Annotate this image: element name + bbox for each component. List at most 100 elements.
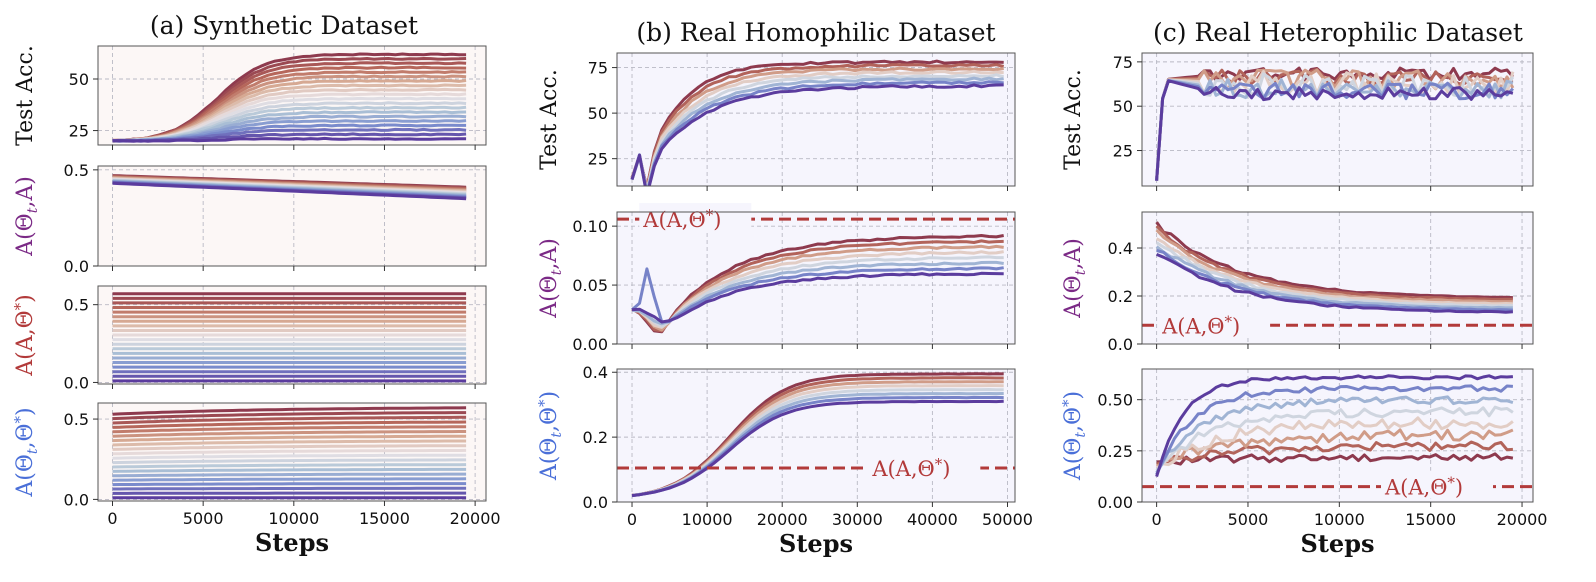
series-line xyxy=(1155,241,1513,308)
subplot-a-1: 0.0 0.5 A(Θt,A) xyxy=(13,161,487,276)
series-line xyxy=(631,250,1004,329)
subplot-a-2: 0.0 0.5 A(A,Θ*) xyxy=(11,285,487,392)
series-line xyxy=(630,83,1004,186)
x-tick-label: 0 xyxy=(627,510,637,529)
y-tick-label: 75 xyxy=(588,59,608,78)
y-axis-label: A(Θt,Θ*) xyxy=(535,391,565,481)
y-axis-label: A(Θt,Θ*) xyxy=(11,407,41,497)
series-line xyxy=(112,434,467,443)
series-line xyxy=(112,420,467,429)
series-line xyxy=(112,486,467,491)
series-line xyxy=(1155,374,1514,478)
series-line xyxy=(1155,228,1513,304)
series-line xyxy=(631,271,1004,324)
series-line xyxy=(630,69,1004,186)
axes-frame xyxy=(1141,368,1534,503)
series-line xyxy=(112,477,467,482)
series-line xyxy=(630,63,1005,186)
y-tick-label: 0.5 xyxy=(64,410,89,429)
series-line xyxy=(112,136,467,143)
x-axis-label: Steps xyxy=(779,529,853,558)
series-line xyxy=(112,458,467,465)
subplot-c-2: A(A,Θ*) 0 5000 10000 15000 20000 0.00 0.25 0.50 A… xyxy=(1059,368,1548,558)
series-line xyxy=(1156,253,1513,314)
x-tick-label: 10000 xyxy=(682,510,733,529)
subplot-c-1: A(A,Θ*) 0.0 0.2 0.4 A(Θt,A) xyxy=(1061,211,1534,354)
subplot-b-1: A(A,Θ*)0.000.050.10A(Θt,A) xyxy=(537,203,1016,354)
series-line xyxy=(112,439,467,447)
reference-label-bg xyxy=(1381,470,1494,499)
y-axis-label: Test Acc. xyxy=(13,45,38,146)
x-tick-label: 15000 xyxy=(359,509,410,528)
y-tick-label: 0.25 xyxy=(1097,442,1133,461)
reference-label: A(A,Θ*) xyxy=(871,455,950,481)
series-line xyxy=(1155,79,1514,181)
series-line xyxy=(1155,237,1513,306)
y-tick-label: 0.50 xyxy=(1097,391,1133,410)
x-tick-label: 15000 xyxy=(1405,510,1456,529)
series-line xyxy=(1155,416,1514,470)
chart-title: (a) Synthetic Dataset xyxy=(150,11,418,40)
series-line xyxy=(631,399,1004,498)
x-tick-label: 40000 xyxy=(907,510,958,529)
series-line xyxy=(1155,221,1513,300)
x-tick-label: 50000 xyxy=(982,510,1033,529)
y-tick-label: 0.0 xyxy=(1108,335,1133,354)
series-line xyxy=(1156,440,1513,466)
reference-label-bg xyxy=(639,203,752,232)
series-line xyxy=(630,80,1004,186)
x-tick-label: 5000 xyxy=(1228,510,1269,529)
axes-frame xyxy=(97,45,487,146)
y-tick-label: 0.5 xyxy=(64,296,89,315)
y-tick-label: 0.00 xyxy=(572,335,608,354)
series-line xyxy=(630,76,1004,186)
series-line xyxy=(112,448,467,456)
series-line xyxy=(1155,224,1513,301)
y-tick-label: 50 xyxy=(1113,97,1133,116)
chart-title: (b) Real Homophilic Dataset xyxy=(636,18,995,47)
reference-label: A(A,Θ*) xyxy=(1161,312,1240,338)
series-line xyxy=(112,463,467,469)
series-line xyxy=(112,453,467,460)
series-line xyxy=(1155,405,1514,472)
y-axis-label: Test Acc. xyxy=(1061,69,1086,170)
series-line xyxy=(1155,384,1514,476)
y-axis-label: Test Acc. xyxy=(537,69,562,170)
chart-title: (c) Real Heterophilic Dataset xyxy=(1153,18,1523,47)
series-line xyxy=(112,425,467,434)
axes-frame xyxy=(1141,52,1534,187)
x-tick-label: 20000 xyxy=(1497,510,1548,529)
axes-frame xyxy=(97,165,487,267)
axes-frame xyxy=(616,368,1016,503)
series-line xyxy=(112,482,467,487)
axes-frame xyxy=(97,285,487,385)
series-line xyxy=(112,181,467,201)
y-tick-label: 0.5 xyxy=(64,161,89,180)
subplot-b-2: A(A,Θ*) 0 10000 20000 30000 40000 50000 0.0 0.2 0… xyxy=(535,363,1033,558)
y-tick-label: 25 xyxy=(588,150,608,169)
x-tick-label: 10000 xyxy=(268,509,319,528)
y-tick-label: 0.0 xyxy=(583,493,608,512)
axes-frame xyxy=(97,402,487,502)
x-tick-label: 10000 xyxy=(1314,510,1365,529)
y-tick-label: 0.0 xyxy=(64,373,89,392)
y-tick-label: 50 xyxy=(69,70,89,89)
reference-label-bg xyxy=(868,451,981,480)
y-axis-label: A(A,Θ*) xyxy=(11,294,38,376)
series-line xyxy=(631,234,1004,334)
series-line xyxy=(1155,395,1514,474)
series-line xyxy=(112,406,467,416)
series-line xyxy=(112,467,467,473)
y-tick-label: 0.0 xyxy=(64,257,89,276)
y-tick-label: 0.10 xyxy=(572,217,608,236)
y-axis-label: A(Θt,A) xyxy=(537,238,565,319)
reference-label: A(A,Θ*) xyxy=(1384,474,1463,500)
series-line xyxy=(112,415,467,425)
series-line xyxy=(112,472,467,478)
y-axis-label: A(Θt,A) xyxy=(1061,238,1089,319)
x-tick-label: 30000 xyxy=(832,510,883,529)
y-tick-label: 0.2 xyxy=(1108,287,1133,306)
y-tick-label: 75 xyxy=(1113,53,1133,72)
axes-frame xyxy=(616,52,1016,187)
